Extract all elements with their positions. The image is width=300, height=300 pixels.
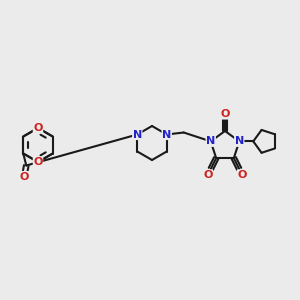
Text: O: O (33, 123, 43, 133)
Text: N: N (235, 136, 244, 146)
Text: O: O (20, 172, 29, 182)
Text: O: O (238, 170, 247, 180)
Text: N: N (206, 136, 215, 146)
Text: O: O (203, 170, 212, 180)
Text: N: N (162, 130, 171, 140)
Text: O: O (33, 157, 43, 167)
Text: O: O (220, 109, 230, 119)
Text: N: N (133, 130, 142, 140)
